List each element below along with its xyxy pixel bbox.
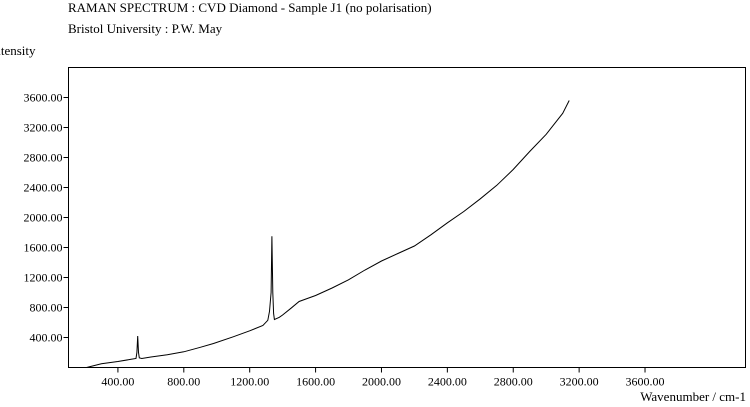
- x-tick-label: 3600.00: [626, 375, 665, 389]
- x-axis-label: Wavenumber / cm-1: [640, 389, 746, 404]
- x-tick-label: 400.00: [101, 375, 134, 389]
- y-tick-label: 2000.00: [24, 211, 63, 225]
- y-tick-label: 1600.00: [24, 241, 63, 255]
- axis-ticks: 400.00 800.00 1200.00 1600.00 2000.00 2400.00…: [24, 91, 665, 389]
- x-tick-label: 2000.00: [362, 375, 401, 389]
- x-tick-label: 800.00: [167, 375, 200, 389]
- x-tick-label: 1200.00: [230, 375, 269, 389]
- x-tick-label: 2800.00: [494, 375, 533, 389]
- y-tick-label: 3200.00: [24, 121, 63, 135]
- y-axis-label: Intensity: [0, 43, 36, 58]
- x-tick-label: 1600.00: [296, 375, 335, 389]
- y-tick-label: 2800.00: [24, 151, 63, 165]
- y-tick-label: 3600.00: [24, 91, 63, 105]
- x-tick-label: 3200.00: [560, 375, 599, 389]
- y-tick-label: 800.00: [30, 301, 63, 315]
- y-tick-label: 400.00: [30, 331, 63, 345]
- chart-title: RAMAN SPECTRUM : CVD Diamond - Sample J1…: [68, 0, 432, 15]
- x-tick-label: 2400.00: [428, 375, 467, 389]
- y-tick-label: 2400.00: [24, 181, 63, 195]
- chart-subtitle: Bristol University : P.W. May: [68, 21, 223, 36]
- series-line: [86, 100, 570, 368]
- y-tick-label: 1200.00: [24, 271, 63, 285]
- plot-frame: [68, 67, 746, 368]
